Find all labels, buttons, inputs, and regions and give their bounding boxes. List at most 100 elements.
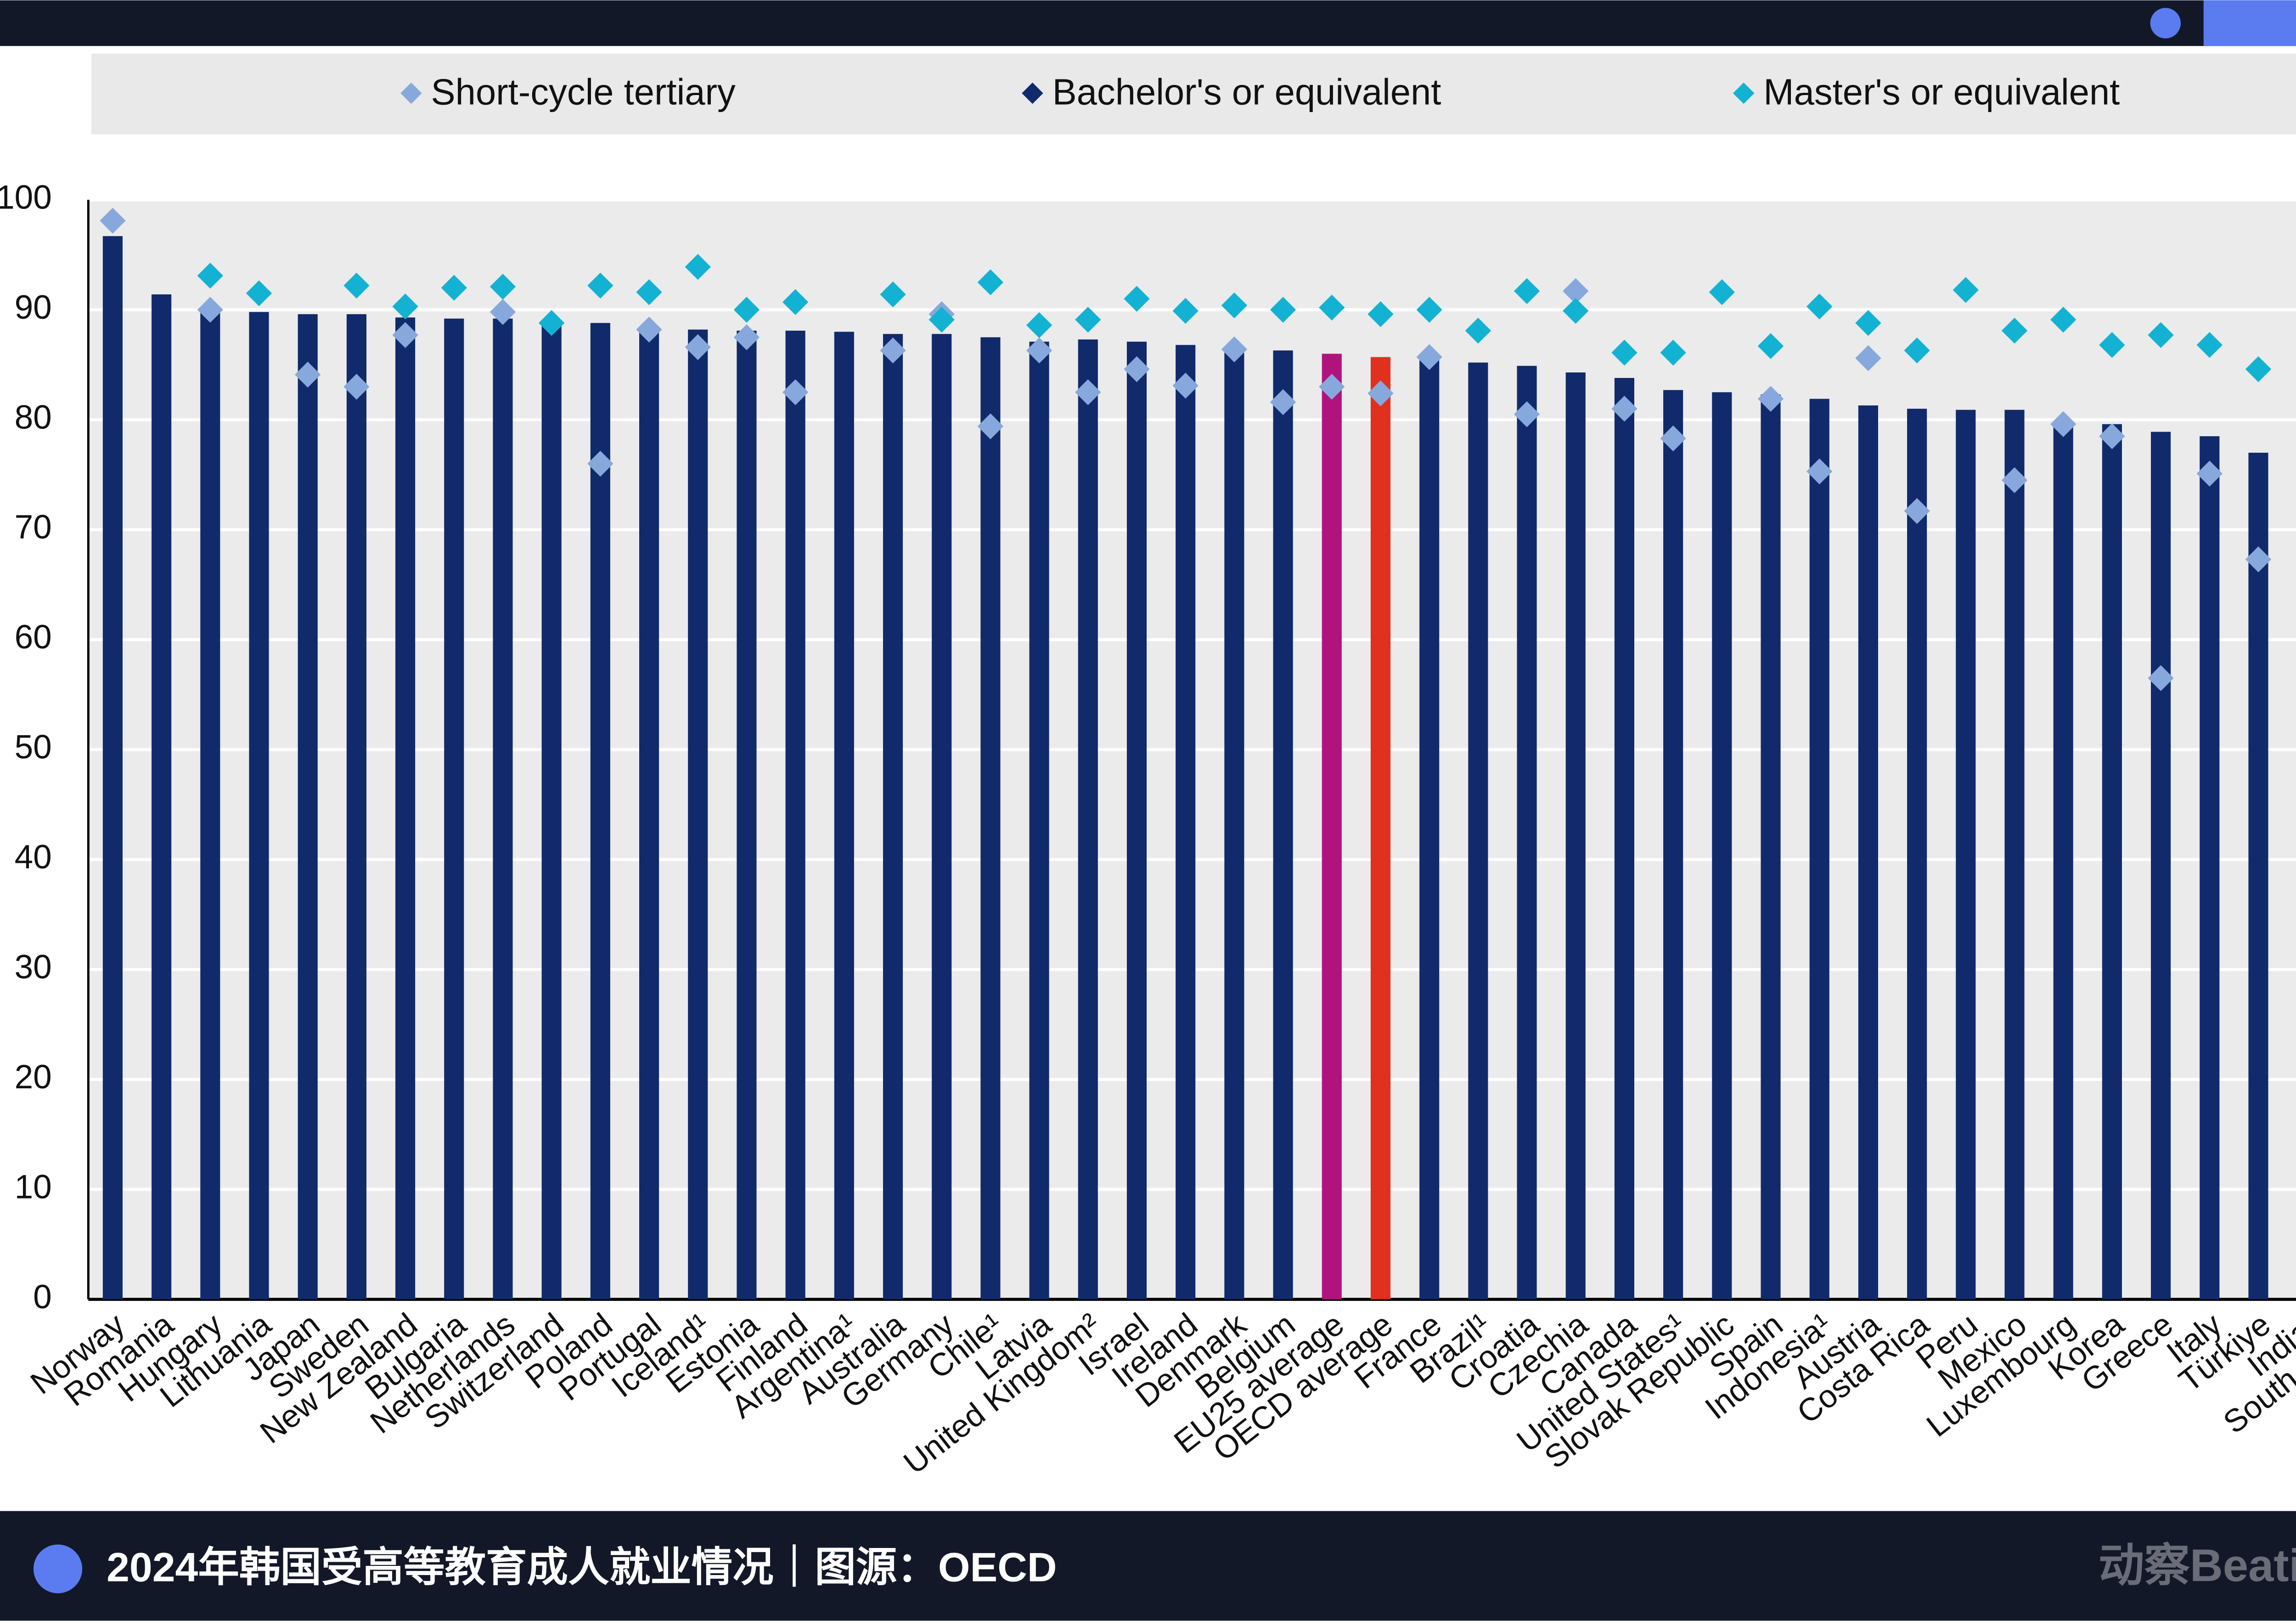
diamond-marker [1904, 337, 1930, 364]
diamond-marker [1124, 286, 1150, 312]
bar [737, 331, 757, 1300]
bar [1224, 347, 1244, 1300]
bar [346, 314, 366, 1300]
y-tick-label: 0 [33, 1278, 52, 1316]
bar [1907, 409, 1927, 1300]
diamond-marker [1660, 425, 1686, 451]
bar [1712, 392, 1732, 1300]
diamond-marker [880, 337, 906, 364]
legend-label: Bachelor's or equivalent [1052, 71, 1441, 112]
diamond-marker [100, 208, 126, 234]
top-dot [2150, 8, 2181, 39]
diamond-marker [1563, 298, 1589, 324]
top-tab [2203, 0, 2296, 46]
y-tick-label: 90 [15, 289, 52, 326]
diamond-marker [1075, 306, 1101, 333]
top-bar [0, 0, 2296, 46]
bar [639, 326, 659, 1300]
bar [834, 332, 854, 1300]
bar [2200, 436, 2220, 1300]
diamond-marker [636, 279, 662, 305]
diamond-marker [2050, 411, 2077, 437]
diamond-marker [2099, 332, 2125, 358]
diamond-marker [343, 374, 370, 400]
diamond-marker [1806, 458, 1833, 484]
legend-marker [1733, 82, 1755, 104]
diamond-marker [1855, 310, 1881, 336]
legend-band [91, 53, 2296, 135]
y-tick-label: 70 [15, 509, 52, 546]
y-tick-label: 10 [15, 1168, 52, 1205]
diamond-marker [1221, 336, 1248, 362]
diamond-marker [1172, 298, 1199, 324]
bar [1322, 354, 1342, 1300]
bar [883, 334, 903, 1300]
bar [298, 314, 318, 1300]
diamond-marker [1757, 386, 1784, 412]
bar [249, 312, 269, 1300]
bar [590, 323, 610, 1300]
bar [200, 310, 220, 1300]
diamond-marker [929, 306, 955, 333]
legend-marker [400, 82, 422, 104]
diamond-marker [1514, 401, 1540, 428]
bar [2248, 452, 2268, 1300]
diamond-marker [2196, 461, 2223, 487]
diamond-marker [636, 316, 662, 343]
bar [1663, 390, 1683, 1300]
y-tick-label: 80 [15, 399, 52, 436]
diamond-marker [392, 322, 418, 348]
diamond-marker [246, 280, 272, 306]
bar [1809, 399, 1829, 1300]
diamond-marker [2196, 332, 2223, 358]
bar [102, 236, 123, 1300]
diamond-marker [1465, 317, 1491, 344]
y-tick-label: 40 [15, 839, 52, 876]
bar [493, 318, 513, 1300]
legend-label: Short-cycle tertiary [431, 71, 736, 112]
bar [1078, 339, 1098, 1300]
bar [541, 323, 562, 1300]
diamond-marker [1172, 372, 1199, 399]
bar [688, 329, 708, 1300]
y-tick-label: 100 [0, 179, 52, 216]
bar [444, 318, 464, 1300]
bar [395, 317, 416, 1300]
bar [1176, 345, 1196, 1300]
bar [1956, 410, 1976, 1300]
diamond-marker [1416, 344, 1442, 370]
diamond-marker [197, 297, 223, 323]
bar [1858, 405, 1878, 1300]
bar [1370, 357, 1391, 1300]
bar [2102, 424, 2122, 1300]
diamond-marker [1367, 380, 1394, 406]
bar [932, 334, 952, 1300]
diamond-marker [1026, 337, 1052, 364]
diamond-marker [2050, 306, 2077, 333]
bottom-bar [0, 1511, 2296, 1621]
bar [1565, 372, 1586, 1300]
diamond-marker [490, 299, 516, 325]
diamond-marker [1563, 278, 1589, 304]
y-tick-label: 20 [15, 1058, 52, 1096]
diamond-marker [1904, 498, 1930, 524]
bar [152, 294, 172, 1300]
bar [1029, 342, 1049, 1300]
diamond-marker [1709, 279, 1735, 305]
diamond-marker [441, 275, 467, 301]
diamond-marker [1026, 312, 1052, 338]
watermark: 动察Beating [2099, 1540, 2296, 1591]
bar [1419, 358, 1440, 1300]
bar [1517, 366, 1537, 1300]
y-tick-label: 30 [15, 948, 52, 985]
diamond-marker [1806, 293, 1833, 320]
diamond-marker [1416, 297, 1442, 323]
y-tick-label: 50 [15, 729, 52, 766]
bar [1468, 362, 1488, 1300]
bar [2053, 422, 2073, 1300]
legend-marker [1022, 82, 1043, 104]
bar [2151, 432, 2171, 1300]
caption: 2024年韩国受高等教育成人就业情况｜图源：OECD [107, 1544, 1057, 1590]
bar [1273, 350, 1293, 1300]
